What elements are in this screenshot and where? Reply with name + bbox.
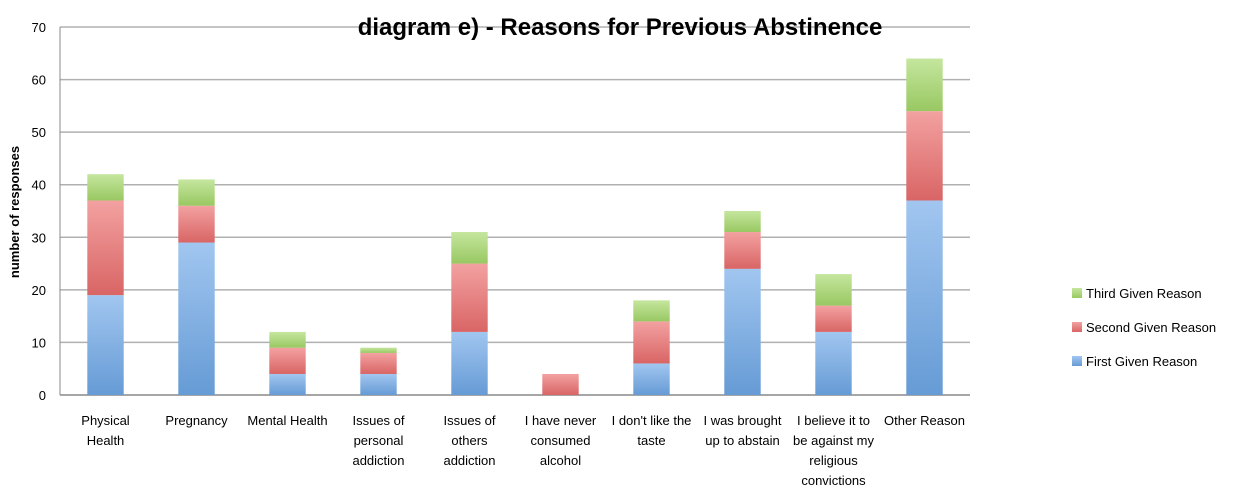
- legend-label: Second Given Reason: [1086, 320, 1216, 335]
- bar-segment: [178, 205, 215, 243]
- y-axis-label: number of responses: [7, 146, 22, 278]
- x-tick-label: Issues of others addiction: [443, 413, 495, 468]
- bar-segment: [451, 263, 488, 332]
- bar-segment: [724, 232, 761, 269]
- y-tick-label: 30: [32, 230, 46, 245]
- y-tick-label: 0: [39, 388, 46, 403]
- x-tick-label: I don't like the taste: [612, 413, 692, 448]
- legend: Third Given Reason Second Given Reason Fir…: [1072, 286, 1216, 369]
- bar-segment: [815, 331, 852, 395]
- y-tick-label: 10: [32, 335, 46, 350]
- bar-segment: [269, 373, 306, 395]
- axes: 0 10 20 30 40 50 60 70: [32, 20, 61, 403]
- bar-segment: [87, 200, 124, 296]
- bar-segment: [451, 331, 488, 395]
- bar-segment: [87, 174, 124, 201]
- bar-segment: [360, 352, 397, 374]
- y-tick-label: 60: [32, 73, 46, 88]
- bar-segment: [178, 242, 215, 395]
- bar-segment: [633, 300, 670, 322]
- y-tick-label: 70: [32, 20, 46, 35]
- legend-swatch: [1072, 322, 1082, 332]
- bar-segment: [269, 331, 306, 348]
- x-tick-label: Pregnancy: [165, 413, 228, 428]
- bars: [87, 58, 943, 395]
- y-tick-label: 20: [32, 283, 46, 298]
- bar-segment: [269, 347, 306, 374]
- x-tick-label: Issues of personal addiction: [352, 413, 404, 468]
- legend-swatch: [1072, 288, 1082, 298]
- chart-title: diagram e) - Reasons for Previous Abstin…: [358, 14, 883, 41]
- bar-segment: [633, 321, 670, 364]
- bar-segment: [542, 373, 579, 395]
- bar-segment: [815, 274, 852, 306]
- x-tick-label: I was brought up to abstain: [703, 413, 781, 448]
- bar-segment: [178, 179, 215, 206]
- bar-segment: [815, 305, 852, 332]
- y-tick-label: 40: [32, 178, 46, 193]
- x-tick-label: I believe it to be against my religious con…: [793, 413, 874, 488]
- bar-segment: [360, 347, 397, 353]
- legend-label: First Given Reason: [1086, 354, 1197, 369]
- legend-label: Third Given Reason: [1086, 286, 1202, 301]
- bar-segment: [724, 268, 761, 395]
- x-tick-label: Mental Health: [247, 413, 327, 428]
- bar-segment: [906, 58, 943, 112]
- bar-segment: [360, 373, 397, 395]
- bar-segment: [633, 363, 670, 395]
- bar-segment: [906, 111, 943, 201]
- bar-segment: [87, 295, 124, 395]
- category-labels: Physical Health Pregnancy Mental Health Issu…: [81, 413, 965, 488]
- x-tick-label: Other Reason: [884, 413, 965, 428]
- y-tick-label: 50: [32, 125, 46, 140]
- x-tick-label: Physical Health: [81, 413, 130, 448]
- legend-swatch: [1072, 356, 1082, 366]
- x-tick-label: I have never consumed alcohol: [525, 413, 597, 468]
- bar-segment: [906, 200, 943, 395]
- bar-segment: [724, 211, 761, 233]
- bar-segment: [451, 232, 488, 264]
